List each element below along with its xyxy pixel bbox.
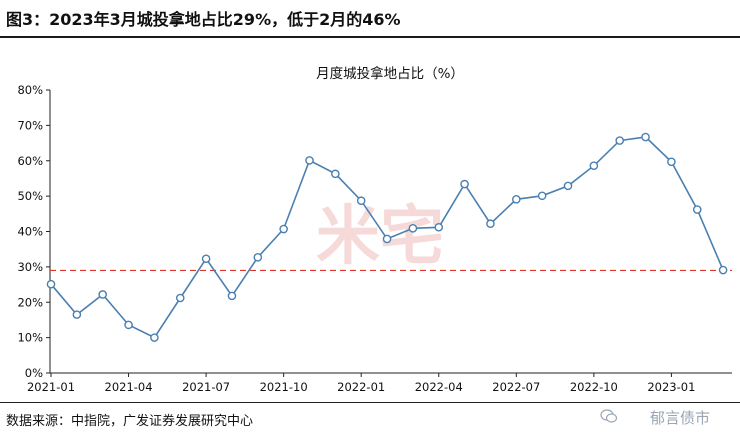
data-point: [227, 291, 237, 301]
y-tick-label: 30%: [17, 260, 43, 274]
x-tick-label: 2021-10: [260, 380, 308, 394]
data-point: [331, 169, 340, 179]
y-tick-label: 20%: [17, 295, 43, 309]
watermark-text: 米宅: [316, 200, 444, 274]
data-point: [382, 234, 392, 244]
data-point: [512, 195, 521, 204]
y-tick-label: 40%: [17, 225, 43, 239]
title-divider: [0, 36, 740, 38]
brand-name: 郁言债市: [649, 409, 710, 427]
data-point: [253, 253, 263, 262]
data-point: [46, 279, 56, 289]
watermark: 米宅: [316, 200, 444, 274]
y-tick-label: 10%: [17, 331, 43, 345]
data-point: [718, 265, 728, 275]
data-point: [408, 224, 418, 233]
data-point: [279, 224, 288, 234]
source-note: 数据来源：中指院，广发证券发展研究中心: [6, 414, 254, 429]
data-point: [563, 181, 573, 191]
data-point: [356, 196, 366, 206]
chart-title: 月度城投拿地占比（%）: [316, 65, 464, 82]
y-tick-label: 50%: [17, 189, 43, 203]
data-point: [175, 293, 185, 303]
data-point: [537, 191, 547, 201]
data-point: [460, 179, 469, 189]
data-point: [641, 132, 650, 142]
data-point: [124, 320, 133, 330]
data-point: [305, 156, 314, 165]
wechat-icon: [600, 409, 618, 423]
data-point: [72, 310, 82, 319]
data-point: [98, 290, 107, 299]
x-tick-label: 2022-04: [415, 380, 463, 394]
data-point: [692, 205, 702, 214]
data-point: [589, 161, 599, 171]
x-tick-label: 2022-01: [337, 380, 385, 394]
y-tick-label: 0%: [25, 366, 43, 380]
chart-axes: 0% 10% 20% 30% 40% 50% 60% 70% 80% 2021-01 2021-04…: [17, 83, 732, 394]
x-tick-label: 2021-07: [182, 380, 230, 394]
x-tick-label: 2021-01: [27, 380, 75, 394]
data-point: [486, 219, 495, 229]
figure-title: 图3：2023年3月城投拿地占比29%，低于2月的46%: [6, 10, 401, 29]
x-tick-label: 2021-04: [105, 380, 153, 394]
data-point: [434, 222, 444, 232]
line-chart: 米宅 月度城投拿地占比（%） 0% 10% 20% 30% 40% 50% 60% 70% 80…: [17, 65, 732, 394]
y-tick-label: 60%: [17, 154, 43, 168]
footer-divider: [0, 402, 740, 403]
y-tick-label: 80%: [17, 83, 43, 97]
data-point: [150, 333, 159, 342]
x-tick-label: 2023-01: [647, 380, 695, 394]
data-point: [615, 136, 625, 145]
x-tick-label: 2022-10: [570, 380, 618, 394]
data-point: [667, 157, 676, 167]
x-tick-label: 2022-07: [492, 380, 540, 394]
series-layer: [46, 132, 728, 342]
data-point: [201, 254, 211, 264]
y-tick-label: 70%: [17, 118, 43, 132]
